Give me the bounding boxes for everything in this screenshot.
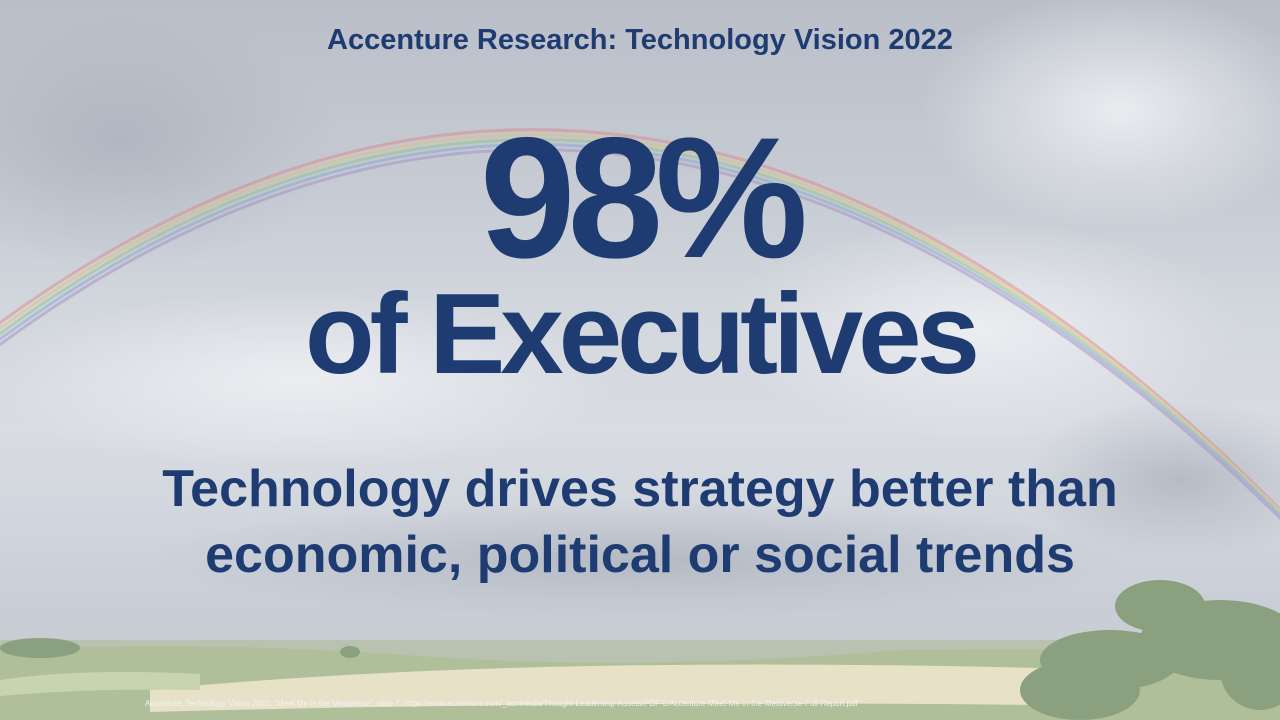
stat-subject: of Executives <box>305 271 980 398</box>
field-light <box>150 664 1040 712</box>
stat-value: 98% <box>479 102 808 294</box>
rainbow <box>0 128 1280 521</box>
tree-line <box>0 580 1280 720</box>
cloud <box>0 290 620 470</box>
tagline-line-1: Technology drives strategy better than <box>162 460 1118 518</box>
cloud <box>720 220 1240 440</box>
cloud <box>140 500 1140 620</box>
cloud <box>1020 400 1280 560</box>
cloud <box>920 0 1280 230</box>
slide-headline: Accenture Research: Technology Vision 20… <box>327 24 953 56</box>
tagline: Technology drives strategy better than e… <box>0 456 1280 588</box>
field-strip <box>0 672 200 696</box>
tagline-line-2: economic, political or social trends <box>205 526 1075 584</box>
source-citation: Accenture, Technology Vision 2022, "Meet… <box>145 699 858 708</box>
cloud <box>0 10 340 270</box>
